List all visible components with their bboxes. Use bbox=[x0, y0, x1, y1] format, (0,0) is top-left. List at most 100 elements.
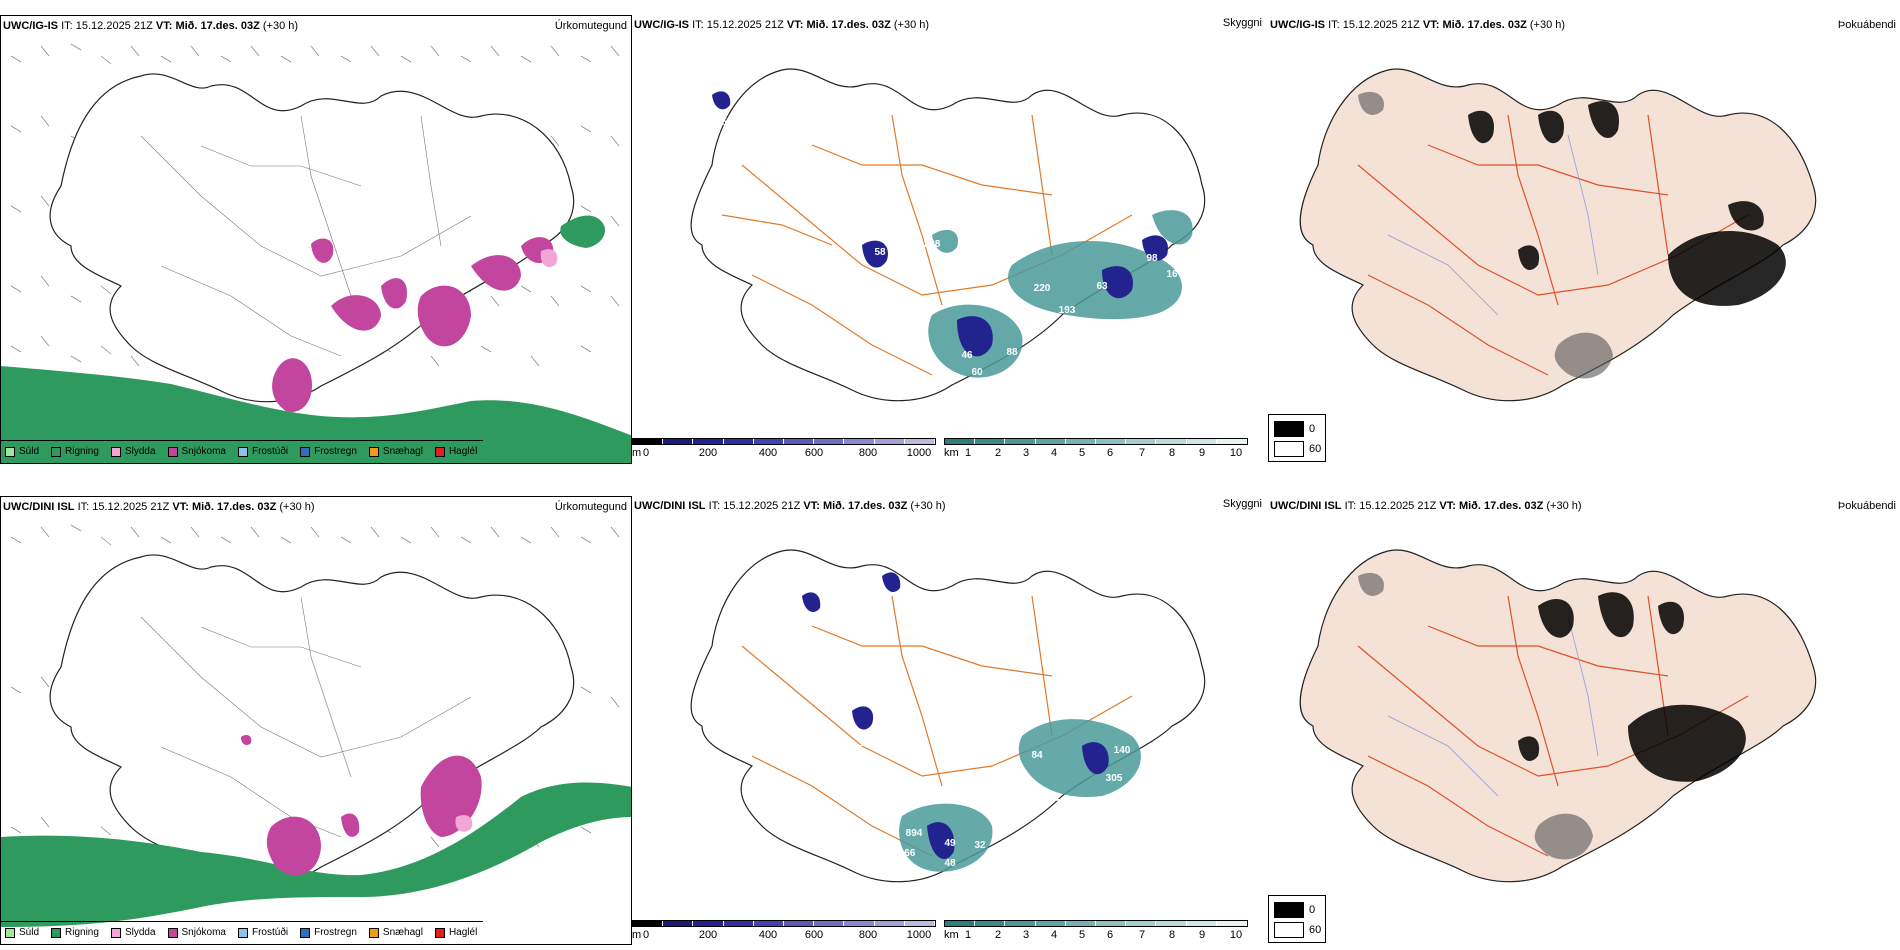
legend-item-slydda: Slydda bbox=[110, 446, 156, 457]
fog-legend-low: 0 bbox=[1309, 904, 1316, 916]
cloud-base-label: 21 bbox=[1011, 305, 1023, 316]
legend-swatch bbox=[5, 446, 15, 457]
cloud-base-label: 288 bbox=[1062, 816, 1079, 827]
panel-header: UWC/IG-IS IT: 15.12.2025 21Z VT: Mið. 17… bbox=[3, 20, 299, 32]
cloud-base-label: 128 bbox=[734, 79, 751, 90]
panel-title: Úrkomutegund bbox=[554, 501, 627, 513]
legend-item-snjokoma: Snjókoma bbox=[167, 446, 226, 457]
colorbar-tick: 400 bbox=[758, 447, 778, 459]
legend-swatch bbox=[237, 927, 248, 938]
cloud-base-label: 90 bbox=[911, 868, 923, 879]
legend-swatch bbox=[51, 446, 62, 457]
cloud-panel-top: UWC/IG-IS IT: 15.12.2025 21Z VT: Mið. 17… bbox=[632, 15, 1268, 464]
colorbar-tick: 800 bbox=[858, 929, 878, 941]
colorbar-tick: 2 bbox=[994, 929, 1002, 941]
cloud-base-label: 48 bbox=[944, 858, 956, 869]
legend-swatch bbox=[110, 927, 121, 938]
legend-item-snaehagl: Snæhagl bbox=[368, 927, 423, 938]
colorbar-tick: 5 bbox=[1078, 447, 1086, 459]
cloud-base-label: 193 bbox=[1059, 305, 1076, 316]
cloud-base-label: 88 bbox=[931, 362, 943, 373]
colorbar-tick: 6 bbox=[1106, 929, 1114, 941]
legend-item-frostregn: Frostregn bbox=[300, 927, 357, 938]
cloud-base-label: 228 bbox=[924, 239, 941, 250]
cloud-base-label: 93 bbox=[1064, 327, 1076, 338]
cloud-base-label: 125 bbox=[996, 253, 1013, 264]
legend-swatch bbox=[5, 927, 15, 938]
cloud-base-label: 98 bbox=[1146, 253, 1158, 264]
fog-legend-high: 60 bbox=[1309, 443, 1322, 455]
cloud-base-label: 6 bbox=[727, 568, 733, 579]
cloud-base-label: 88 bbox=[1006, 347, 1018, 358]
legend-swatch bbox=[434, 446, 445, 457]
colorbar-tick: 2 bbox=[994, 447, 1002, 459]
cloud-base-label: 124 bbox=[859, 738, 876, 749]
colorbar-gradient bbox=[632, 438, 936, 445]
colorbar-tick: 600 bbox=[804, 447, 824, 459]
cloud-base-label: 166 bbox=[899, 848, 916, 859]
cloud-base-label: 894 bbox=[906, 828, 923, 839]
fog-legend-swatch-black bbox=[1274, 421, 1304, 437]
panel-title: Þokuábendi bbox=[1837, 19, 1896, 31]
legend-swatch bbox=[110, 446, 121, 457]
cloud-base-label: 63 bbox=[1096, 281, 1108, 292]
colorbar-tick: 7 bbox=[1138, 929, 1146, 941]
legend-item-snjokoma: Snjókoma bbox=[167, 927, 226, 938]
cloud-base-colorbar: m 0 200 400 600 800 1000 bbox=[632, 920, 936, 941]
panel-title: Þokuábendi bbox=[1837, 500, 1896, 512]
colorbar-tick: 8 bbox=[1168, 929, 1176, 941]
cloud-base-label: 305 bbox=[1106, 773, 1123, 784]
colorbar-tick: 200 bbox=[698, 929, 718, 941]
cloud-base-label: 220 bbox=[1034, 283, 1051, 294]
colorbar-tick: 4 bbox=[1050, 929, 1058, 941]
legend-item-frostudi: Frostúði bbox=[237, 446, 288, 457]
fog-map bbox=[1299, 549, 1817, 883]
colorbar-gradient bbox=[632, 920, 936, 927]
cloud-base-label: 70 bbox=[976, 387, 988, 398]
colorbar-tick: 6 bbox=[1106, 447, 1114, 459]
precip-legend: Súld Rigning Slydda Snjókoma Frostúði Fr… bbox=[1, 921, 484, 938]
fog-legend-swatch-white bbox=[1274, 922, 1304, 938]
cloud-base-label: 120 bbox=[949, 642, 966, 653]
cloud-base-label: 58 bbox=[874, 247, 886, 258]
panel-title: Skyggni bbox=[1222, 17, 1262, 29]
precip-panel-top: UWC/IG-IS IT: 15.12.2025 21Z VT: Mið. 17… bbox=[0, 15, 632, 464]
colorbar-tick: 0 bbox=[642, 447, 650, 459]
legend-swatch bbox=[167, 927, 178, 938]
cloud-base-label: 86 bbox=[766, 85, 778, 96]
fog-panel-top: UWC/IG-IS IT: 15.12.2025 21Z VT: Mið. 17… bbox=[1268, 15, 1900, 464]
legend-swatch bbox=[434, 927, 445, 938]
fog-legend: 0 60 bbox=[1268, 895, 1326, 943]
colorbar-tick: 5 bbox=[1078, 929, 1086, 941]
fog-legend-low: 0 bbox=[1309, 423, 1316, 435]
cloud-base-label: 38 bbox=[926, 119, 938, 130]
cloud-panel-bottom: UWC/DINI ISL IT: 15.12.2025 21Z VT: Mið.… bbox=[632, 496, 1268, 945]
colorbar-tick: 1000 bbox=[906, 929, 932, 941]
legend-item-haglel: Haglél bbox=[434, 446, 477, 457]
colorbar-tick: 200 bbox=[698, 447, 718, 459]
legend-item-snaehagl: Snæhagl bbox=[368, 446, 423, 457]
cloud-base-label: 51 bbox=[741, 137, 753, 148]
cloud-base-label: 46 bbox=[961, 350, 973, 361]
colorbar-tick: 10 bbox=[1229, 447, 1243, 459]
legend-swatch bbox=[300, 446, 311, 457]
visibility-colorbar: km 1 2 3 4 5 6 7 8 9 10 bbox=[944, 438, 1248, 459]
colorbar-unit: km bbox=[944, 447, 959, 459]
fog-map bbox=[1299, 68, 1817, 402]
colorbar-unit: km bbox=[944, 929, 959, 941]
legend-swatch bbox=[300, 927, 311, 938]
precip-panel-bottom: UWC/DINI ISL IT: 15.12.2025 21Z VT: Mið.… bbox=[0, 496, 632, 945]
legend-item-frostregn: Frostregn bbox=[300, 446, 357, 457]
legend-swatch bbox=[368, 927, 379, 938]
cloud-map: 6 120 14 124 18 84 140 305 199 288 894 49 166 48 32 90 bbox=[690, 549, 1206, 883]
cloud-base-label: 84 bbox=[1031, 750, 1043, 761]
legend-swatch bbox=[368, 446, 379, 457]
colorbar-unit: m bbox=[632, 447, 642, 459]
colorbar-gradient bbox=[944, 438, 1248, 445]
legend-swatch bbox=[51, 927, 62, 938]
colorbar-tick: 1 bbox=[964, 929, 972, 941]
colorbar-tick: 800 bbox=[858, 447, 878, 459]
legend-swatch bbox=[237, 446, 248, 457]
cloud-base-label: 140 bbox=[1114, 745, 1131, 756]
cloud-base-label: 18 bbox=[891, 725, 903, 736]
